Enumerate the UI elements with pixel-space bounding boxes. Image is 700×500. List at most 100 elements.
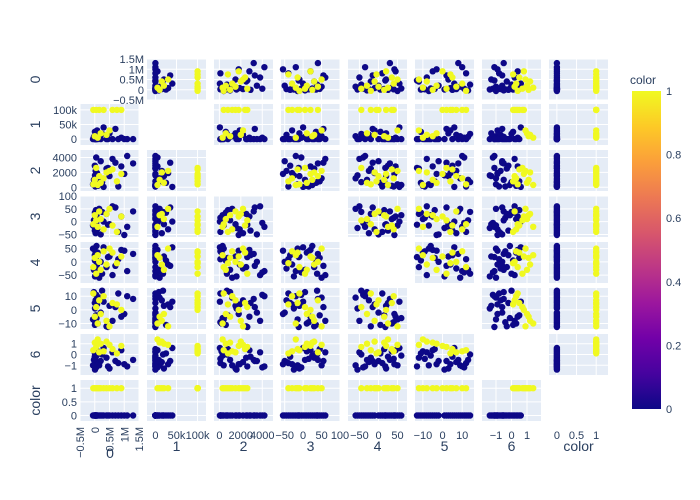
data-point [360,154,367,161]
y-tick-label: 0 [71,350,77,362]
data-point [287,135,294,143]
data-point [519,106,526,114]
data-point [431,345,438,353]
data-point [96,208,103,215]
data-point [259,364,266,371]
y-tick-label: 100 [59,191,77,203]
data-point [516,312,523,319]
data-point [415,76,423,83]
data-point [525,313,532,320]
panel-points [486,385,537,419]
data-point [121,231,128,239]
data-point [194,71,201,78]
data-point [91,133,99,140]
data-point [194,385,201,392]
data-point [158,169,165,176]
data-point [224,106,232,114]
data-point [259,269,266,276]
x-tick-label: 0 [300,430,306,442]
panel-points [352,152,405,191]
data-point [494,170,501,178]
data-point [363,130,371,137]
data-point [322,317,329,324]
data-point [194,172,201,180]
data-point [256,317,264,324]
data-point [499,262,506,269]
data-point [459,226,466,233]
data-point [156,176,163,183]
data-point [354,224,361,232]
data-point [118,170,125,178]
data-point [381,385,388,392]
panel-points [152,203,201,239]
data-point [118,253,125,260]
panel-points [486,203,537,239]
colorbar-tick-label: 0.4 [666,277,681,289]
data-point [305,319,312,326]
data-point [593,301,600,308]
data-point [419,252,427,259]
data-point [499,159,506,166]
data-point [301,385,309,392]
data-point [93,303,100,311]
data-point [259,291,266,298]
panel-points [152,242,201,281]
data-point [253,135,261,143]
x-tick-label: 0 [375,430,381,442]
data-point [494,310,501,318]
data-point [251,204,258,211]
data-point [220,290,227,297]
data-point [247,353,254,360]
data-point [462,256,470,263]
data-point [553,253,561,261]
data-point [294,299,301,307]
data-point [169,218,176,225]
panel-points [279,106,329,143]
data-point [285,183,292,190]
data-point [394,323,401,330]
data-point [377,128,384,135]
data-point [506,242,514,250]
data-point [113,106,121,114]
data-point [301,343,309,351]
y-tick-labels: −0.5M00.5M1M1.5M050k100k020004000−500501… [53,54,144,423]
data-point [243,210,250,218]
data-point [433,66,440,73]
data-point [294,166,301,173]
panel-points [89,336,137,373]
data-point [553,159,561,166]
data-point [433,215,440,223]
data-point [160,221,168,228]
data-point [511,172,518,180]
data-point [375,135,382,143]
data-point [553,316,561,323]
data-point [113,385,121,392]
data-point [251,125,258,133]
data-point [447,228,454,236]
data-point [377,321,384,329]
data-point [194,290,201,297]
data-point [377,412,384,419]
data-point [503,78,510,85]
data-point [530,181,537,189]
data-point [241,222,249,229]
y-axis-label: 3 [27,212,43,220]
data-point [113,301,121,308]
data-point [229,362,236,369]
data-point [314,59,322,67]
data-point [301,106,309,114]
data-point [433,82,440,89]
y-tick-label: 2000 [53,167,77,179]
data-point [226,254,234,262]
data-point [358,178,365,186]
data-point [358,287,365,294]
data-point [486,412,493,419]
data-point [553,262,561,269]
data-point [388,166,395,173]
data-point [246,68,253,75]
data-point [285,106,292,114]
data-point [449,166,456,173]
data-point [388,74,395,81]
data-point [453,265,460,272]
panel-points [279,385,329,419]
